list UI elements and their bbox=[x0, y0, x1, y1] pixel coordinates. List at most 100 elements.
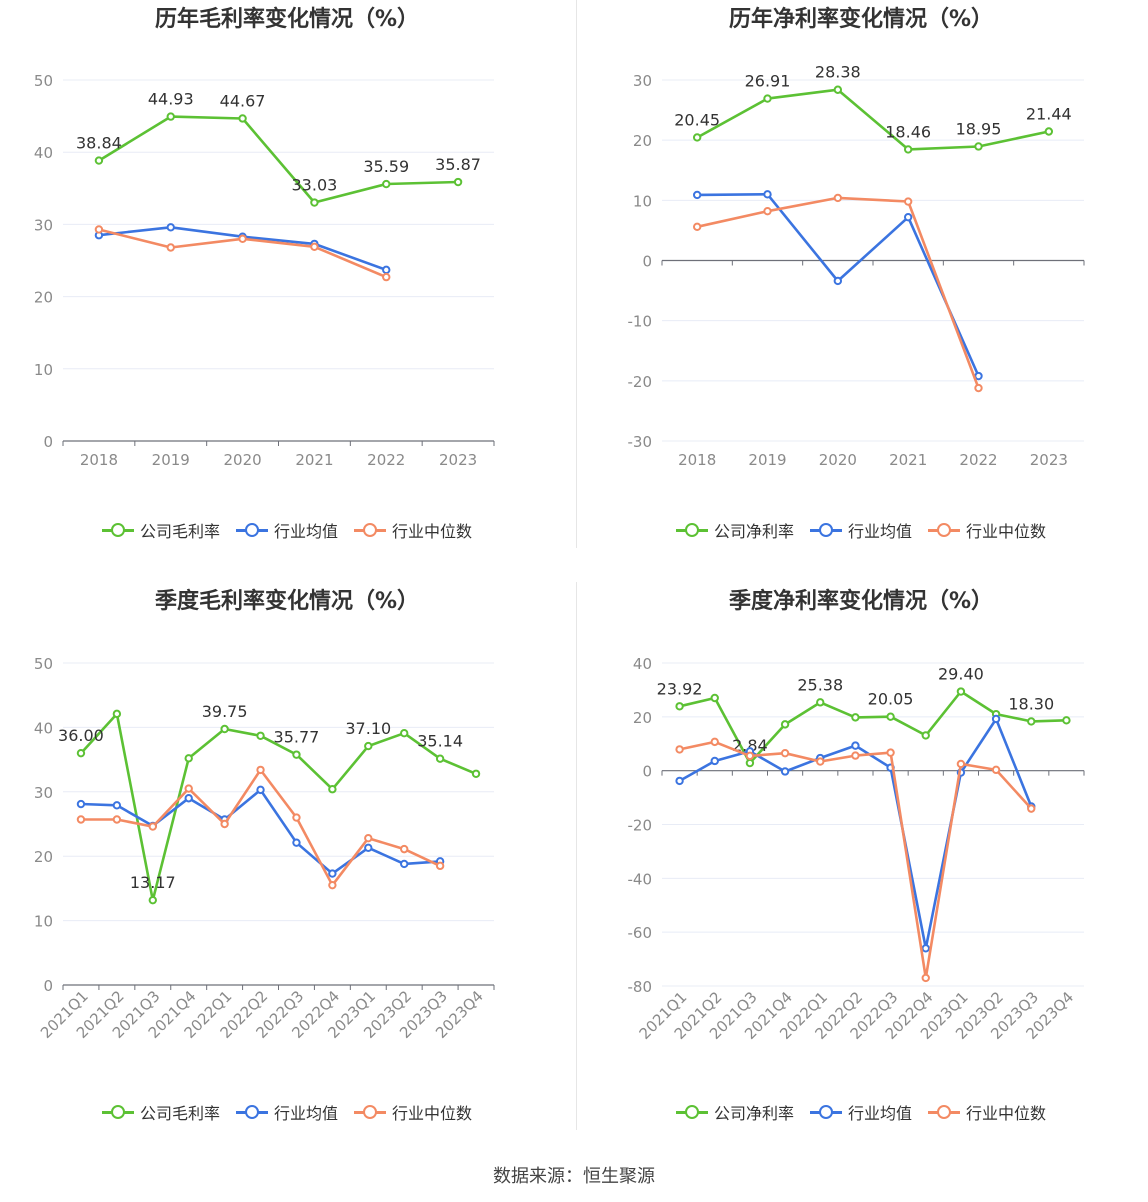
data-label: 36.00 bbox=[58, 726, 104, 745]
legend-item[interactable]: 公司毛利率 bbox=[101, 1100, 220, 1124]
legend-label: 行业均值 bbox=[847, 522, 912, 541]
legend-label: 行业均值 bbox=[847, 1104, 912, 1123]
data-point bbox=[166, 112, 175, 121]
legend-item[interactable]: 行业中位数 bbox=[928, 518, 1046, 542]
data-point bbox=[991, 765, 1001, 775]
legend-item[interactable]: 行业均值 bbox=[809, 518, 912, 542]
data-point bbox=[238, 114, 247, 123]
data-point bbox=[400, 844, 409, 854]
y-tick-label: 10 bbox=[34, 361, 53, 379]
data-point bbox=[364, 833, 373, 843]
data-point bbox=[833, 85, 843, 94]
data-label: 13.17 bbox=[130, 873, 176, 892]
y-tick-label: 50 bbox=[34, 655, 53, 673]
data-point bbox=[148, 822, 157, 831]
data-point bbox=[364, 843, 373, 853]
data-label: 25.38 bbox=[797, 675, 843, 694]
data-point bbox=[851, 713, 860, 722]
y-tick-label: -20 bbox=[628, 817, 653, 835]
data-label: 38.84 bbox=[76, 134, 122, 153]
data-point bbox=[471, 769, 481, 778]
legend-item[interactable]: 公司毛利率 bbox=[101, 518, 220, 542]
data-point bbox=[310, 242, 319, 251]
legend-marker-icon bbox=[675, 523, 708, 537]
y-tick-label: 20 bbox=[633, 709, 652, 727]
data-point bbox=[1027, 717, 1036, 726]
data-point bbox=[780, 720, 790, 729]
x-tick-label: 2022 bbox=[959, 451, 997, 469]
data-label: 29.40 bbox=[938, 665, 984, 684]
panel-divider bbox=[576, 582, 577, 1130]
data-point bbox=[974, 371, 983, 381]
chart-legend: 公司毛利率 行业均值 行业中位数 bbox=[0, 1100, 574, 1124]
legend-item[interactable]: 行业中位数 bbox=[354, 1100, 472, 1124]
data-point bbox=[112, 815, 122, 824]
data-point bbox=[851, 751, 860, 760]
data-label: 23.92 bbox=[657, 679, 703, 698]
data-point bbox=[780, 767, 790, 776]
data-point bbox=[220, 724, 229, 734]
legend-item[interactable]: 公司净利率 bbox=[675, 1100, 794, 1124]
data-point bbox=[745, 751, 755, 761]
y-tick-label: 0 bbox=[43, 977, 53, 995]
y-tick-label: 30 bbox=[34, 784, 53, 802]
y-tick-label: 40 bbox=[34, 144, 53, 162]
legend-label: 行业均值 bbox=[273, 522, 338, 541]
chart-svg: 历年毛利率变化情况（%） 0 10 20 30 40 50 2018 2019 2020 2021 2… bbox=[34, 6, 495, 469]
y-tick-label: 20 bbox=[34, 289, 53, 307]
data-point bbox=[166, 223, 175, 232]
data-point bbox=[76, 815, 86, 824]
y-tick-label: -60 bbox=[628, 924, 653, 942]
y-tick-label: 0 bbox=[642, 253, 652, 271]
data-point bbox=[675, 702, 684, 711]
x-tick-label: 2020 bbox=[819, 451, 857, 469]
data-point bbox=[921, 944, 930, 953]
legend-item[interactable]: 行业均值 bbox=[235, 1100, 338, 1124]
legend-label: 行业中位数 bbox=[966, 522, 1047, 541]
data-point bbox=[710, 737, 719, 747]
data-point bbox=[886, 712, 895, 721]
data-point bbox=[956, 759, 966, 769]
chart-panel-quarterly-net-margin: 季度净利率变化情况（%） -80 -60 -40 -20 0 20 40 2021Q1 2021Q… bbox=[574, 582, 1148, 1164]
legend-item[interactable]: 行业均值 bbox=[809, 1100, 912, 1124]
chart-legend: 公司毛利率 行业均值 行业中位数 bbox=[0, 518, 574, 542]
data-point bbox=[400, 859, 409, 869]
legend-marker-icon bbox=[928, 523, 960, 537]
data-point bbox=[780, 748, 790, 758]
data-point bbox=[435, 754, 445, 763]
data-point bbox=[328, 880, 337, 890]
chart-panel-quarterly-gross-margin: 季度毛利率变化情况（%） 0 10 20 30 40 50 2021Q1 2021Q2 2021Q… bbox=[0, 582, 574, 1164]
legend-item[interactable]: 行业中位数 bbox=[354, 518, 472, 542]
data-point bbox=[903, 197, 913, 206]
data-point bbox=[710, 756, 719, 766]
x-tick-label: 2021 bbox=[889, 451, 927, 469]
data-point bbox=[763, 206, 772, 216]
legend-item[interactable]: 公司净利率 bbox=[675, 518, 794, 542]
data-point bbox=[903, 145, 913, 154]
data-point bbox=[310, 198, 319, 207]
data-point bbox=[692, 133, 702, 142]
legend-label: 行业均值 bbox=[273, 1104, 338, 1123]
data-point bbox=[184, 784, 193, 793]
data-point bbox=[763, 94, 772, 103]
chart-legend: 公司净利率 行业均值 行业中位数 bbox=[574, 518, 1148, 542]
data-point bbox=[76, 799, 86, 809]
data-point bbox=[112, 709, 122, 719]
data-label: 35.77 bbox=[274, 728, 320, 747]
chart-title: 季度毛利率变化情况（%） bbox=[155, 588, 419, 614]
data-label: 2.84 bbox=[732, 736, 768, 755]
chart-legend: 公司净利率 行业均值 行业中位数 bbox=[574, 1100, 1148, 1124]
data-point bbox=[184, 794, 193, 803]
y-tick-label: 0 bbox=[43, 433, 53, 451]
legend-marker-icon bbox=[809, 523, 842, 537]
data-label: 35.59 bbox=[363, 157, 409, 176]
y-tick-label: 50 bbox=[34, 72, 53, 90]
legend-marker-icon bbox=[354, 1105, 386, 1119]
legend-item[interactable]: 行业中位数 bbox=[928, 1100, 1046, 1124]
legend-item[interactable]: 行业均值 bbox=[235, 518, 338, 542]
data-label: 37.10 bbox=[345, 719, 391, 738]
data-label: 26.91 bbox=[745, 72, 791, 91]
data-point bbox=[921, 973, 930, 983]
data-label: 20.45 bbox=[674, 110, 720, 129]
chart-title: 历年净利率变化情况（%） bbox=[729, 6, 993, 32]
